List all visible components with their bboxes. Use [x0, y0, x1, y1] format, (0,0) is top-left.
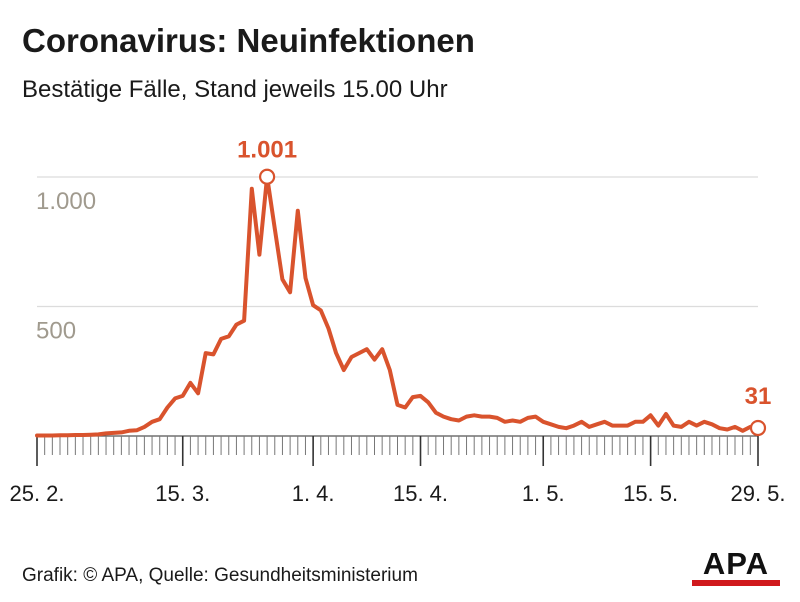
x-tick-label: 15. 4.	[393, 481, 448, 506]
series-line	[35, 174, 760, 438]
y-tick-label: 500	[36, 318, 76, 345]
x-tick-label: 15. 3.	[155, 481, 210, 506]
chart-title: Coronavirus: Neuinfektionen	[22, 22, 475, 59]
logo-bar	[692, 580, 780, 586]
apa-logo: APA	[692, 548, 780, 586]
logo-text: APA	[702, 546, 770, 581]
y-tick-label: 1.000	[36, 188, 96, 215]
highlight-marker	[259, 168, 276, 185]
chart-subtitle: Bestätige Fälle, Stand jeweils 15.00 Uhr	[22, 76, 448, 103]
x-tick-label: 1. 4.	[292, 481, 335, 506]
x-tick-label: 29. 5.	[730, 481, 785, 506]
source-credit: Grafik: © APA, Quelle: Gesundheitsminist…	[22, 565, 418, 586]
x-tick-label: 1. 5.	[522, 481, 565, 506]
data-label: 31	[745, 383, 772, 410]
x-tick-label: 25. 2.	[9, 481, 64, 506]
data-label: 1.001	[237, 137, 297, 164]
highlight-marker	[749, 419, 767, 437]
x-tick-label: 15. 5.	[623, 481, 678, 506]
line-chart: 500 1.000 25. 2. 15. 3. 1. 4. 15. 4. 1. 5. 15. …	[9, 137, 785, 506]
